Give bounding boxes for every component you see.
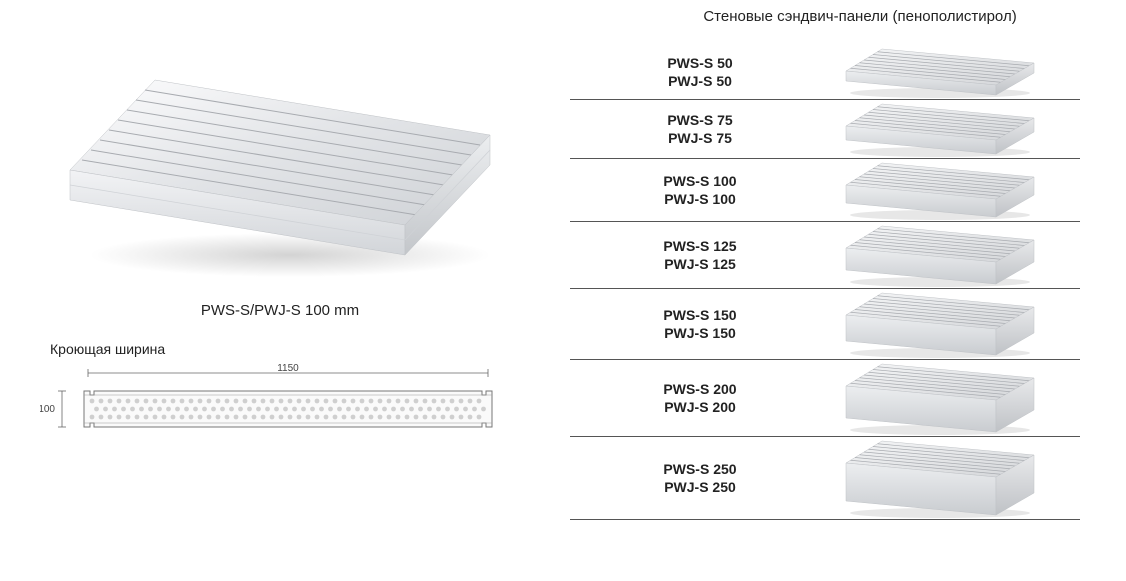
panel-thumb-svg xyxy=(840,159,1040,221)
variant-labels: PWS-S 200PWJ-S 200 xyxy=(570,374,830,422)
variant-code-pws: PWS-S 200 xyxy=(570,380,830,398)
panel-thumb-svg xyxy=(840,437,1040,519)
variant-code-pws: PWS-S 50 xyxy=(570,54,830,72)
cross-section-svg: 1150 100 xyxy=(40,363,500,443)
width-dim: 1150 xyxy=(277,363,299,374)
cross-section-diagram: 1150 100 xyxy=(40,363,500,443)
variant-row: PWS-S 150PWJ-S 150 xyxy=(570,289,1080,360)
variant-row: PWS-S 125PWJ-S 125 xyxy=(570,222,1080,289)
variant-code-pwj: PWJ-S 150 xyxy=(570,324,830,342)
main-panel-svg xyxy=(60,60,500,280)
right-column: Стеновые сэндвич-панели (пенополистирол)… xyxy=(570,8,1090,520)
left-column: PWS-S/PWJ-S 100 mm Кроющая ширина 1150 1… xyxy=(40,60,520,443)
variant-thumb xyxy=(830,289,1050,359)
variant-labels: PWS-S 100PWJ-S 100 xyxy=(570,166,830,214)
variant-code-pws: PWS-S 150 xyxy=(570,306,830,324)
section-label: Кроющая ширина xyxy=(50,341,520,357)
variant-thumb xyxy=(830,437,1050,519)
variant-code-pws: PWS-S 125 xyxy=(570,237,830,255)
variant-labels: PWS-S 250PWJ-S 250 xyxy=(570,454,830,502)
main-caption: PWS-S/PWJ-S 100 mm xyxy=(40,302,520,319)
variant-labels: PWS-S 150PWJ-S 150 xyxy=(570,300,830,348)
variant-code-pwj: PWJ-S 75 xyxy=(570,129,830,147)
variant-thumb xyxy=(830,100,1050,158)
variant-row: PWS-S 50PWJ-S 50 xyxy=(570,45,1080,100)
variant-code-pwj: PWJ-S 100 xyxy=(570,190,830,208)
variant-code-pws: PWS-S 100 xyxy=(570,172,830,190)
variant-labels: PWS-S 50PWJ-S 50 xyxy=(570,48,830,96)
variant-labels: PWS-S 125PWJ-S 125 xyxy=(570,231,830,279)
panel-thumb-svg xyxy=(840,289,1040,359)
variant-code-pws: PWS-S 75 xyxy=(570,111,830,129)
variant-row: PWS-S 75PWJ-S 75 xyxy=(570,100,1080,159)
variant-thumb xyxy=(830,159,1050,221)
variant-labels: PWS-S 75PWJ-S 75 xyxy=(570,105,830,153)
variant-code-pwj: PWJ-S 50 xyxy=(570,72,830,90)
height-dim: 100 xyxy=(40,404,55,415)
main-panel-illustration xyxy=(60,60,500,280)
right-title: Стеновые сэндвич-панели (пенополистирол) xyxy=(630,8,1090,25)
variant-code-pwj: PWJ-S 125 xyxy=(570,255,830,273)
variant-list: PWS-S 50PWJ-S 50 PWS-S 75PWJ-S 75 PWS-S 10… xyxy=(570,45,1090,520)
panel-thumb-svg xyxy=(840,100,1040,158)
variant-thumb xyxy=(830,222,1050,288)
panel-thumb-svg xyxy=(840,45,1040,99)
panel-thumb-svg xyxy=(840,222,1040,288)
variant-thumb xyxy=(830,45,1050,99)
variant-code-pwj: PWJ-S 250 xyxy=(570,478,830,496)
variant-code-pws: PWS-S 250 xyxy=(570,460,830,478)
variant-row: PWS-S 100PWJ-S 100 xyxy=(570,159,1080,222)
variant-row: PWS-S 250PWJ-S 250 xyxy=(570,437,1080,520)
panel-thumb-svg xyxy=(840,360,1040,436)
variant-code-pwj: PWJ-S 200 xyxy=(570,398,830,416)
variant-thumb xyxy=(830,360,1050,436)
variant-row: PWS-S 200PWJ-S 200 xyxy=(570,360,1080,437)
